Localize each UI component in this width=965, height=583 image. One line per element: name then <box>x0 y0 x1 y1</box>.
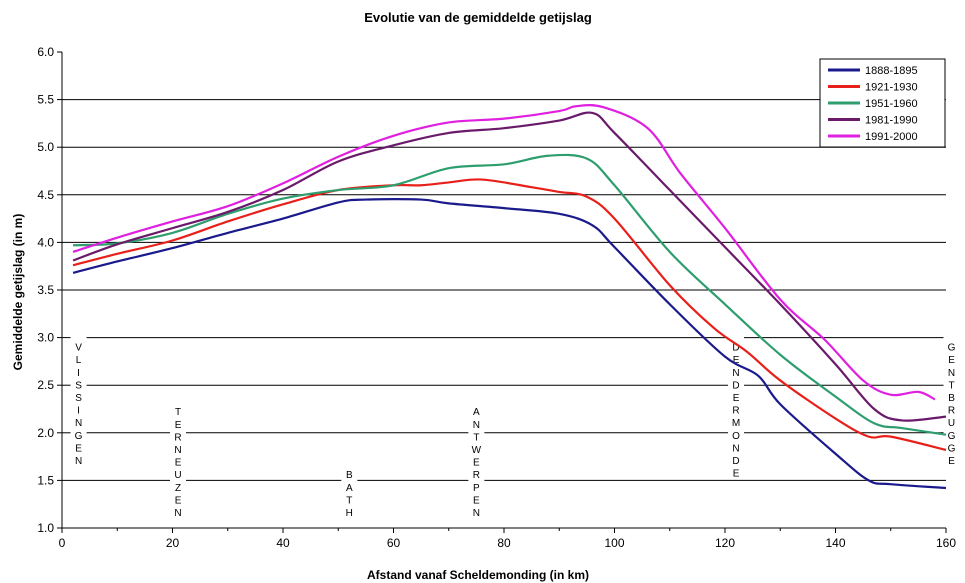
station-letter: G <box>948 443 956 454</box>
station-letter: R <box>948 406 955 417</box>
station-letter: E <box>75 443 82 454</box>
station-letter: N <box>473 420 480 431</box>
station-letter: E <box>473 495 480 506</box>
legend-entry: 1921-1930 <box>865 82 918 94</box>
station-letter: E <box>175 495 182 506</box>
legend: 1888-1895 1921-1930 1951-1960 1981-1990 1991… <box>819 58 946 148</box>
legend-entry: 1888-1895 <box>865 65 918 77</box>
x-tick-label: 160 <box>936 536 956 550</box>
y-tick-label: 5.0 <box>37 140 54 154</box>
station-letter: N <box>473 508 480 519</box>
station-letter: N <box>948 368 955 379</box>
x-tick-label: 120 <box>715 536 735 550</box>
station-letter: S <box>75 393 82 404</box>
station-letter: T <box>948 380 954 391</box>
gridlines <box>62 99 946 481</box>
station-letter: B <box>948 393 955 404</box>
station-letter: T <box>175 407 181 418</box>
station-letter: N <box>75 418 82 429</box>
y-tick-label: 2.5 <box>37 378 54 392</box>
station-letter: B <box>346 470 353 481</box>
station-letter: T <box>473 432 479 443</box>
y-tick-label: 3.0 <box>37 331 54 345</box>
station-letter: P <box>473 483 480 494</box>
station-letter: D <box>732 456 739 467</box>
station-letter: D <box>732 380 739 391</box>
x-tick-label: 140 <box>825 536 845 550</box>
x-tick-label: 20 <box>166 536 180 550</box>
legend-entry: 1991-2000 <box>865 131 918 143</box>
station-letter: M <box>732 418 740 429</box>
station-letter: E <box>175 458 182 469</box>
series-line-1991-2000 <box>72 104 936 401</box>
station-letter: T <box>346 495 352 506</box>
station-letter: R <box>174 432 181 443</box>
station-letter: E <box>175 420 182 431</box>
y-tick-label: 1.5 <box>37 473 54 487</box>
station-letter: N <box>174 508 181 519</box>
station-letter: G <box>948 343 956 354</box>
station-letter: N <box>732 368 739 379</box>
station-letter: R <box>732 406 739 417</box>
station-letter: D <box>732 343 739 354</box>
x-tick-label: 100 <box>604 536 624 550</box>
x-tick-label: 80 <box>497 536 511 550</box>
series-line-1951-1960 <box>73 153 947 436</box>
x-tick-label: 40 <box>276 536 290 550</box>
station-letter: A <box>473 407 480 418</box>
x-tick-label: 0 <box>59 536 66 550</box>
x-tick-label: 60 <box>387 536 401 550</box>
station-letter: N <box>75 456 82 467</box>
station-letter: G <box>75 431 83 442</box>
station-letter: W <box>472 445 482 456</box>
series-line-1921-1930 <box>72 178 947 452</box>
station-letter: E <box>733 393 740 404</box>
y-tick-label: 6.0 <box>37 45 54 59</box>
y-tick-label: 3.5 <box>37 283 54 297</box>
station-letter: L <box>76 355 82 366</box>
station-letter: N <box>174 445 181 456</box>
station-letter: E <box>733 469 740 480</box>
station-letter: N <box>732 443 739 454</box>
station-letter: E <box>948 355 955 366</box>
station-letter: Z <box>175 483 181 494</box>
station-letter: E <box>473 458 480 469</box>
y-tick-label: 1.0 <box>37 521 54 535</box>
station-letter: E <box>733 355 740 366</box>
y-tick-label: 2.0 <box>37 426 54 440</box>
x-axis-label: Afstand vanaf Scheldemonding (in km) <box>367 568 589 582</box>
station-letter: O <box>732 431 740 442</box>
station-letter: U <box>948 418 955 429</box>
station-letter: A <box>346 483 353 494</box>
station-letter: V <box>75 343 82 354</box>
station-letter: E <box>948 456 955 467</box>
station-letter: U <box>174 470 181 481</box>
legend-entry: 1981-1990 <box>865 115 918 127</box>
series-line-1888-1895 <box>72 198 947 490</box>
legend-entry: 1951-1960 <box>865 98 918 110</box>
station-labels: VLISSINGENTERNEUZENBATHANTWERPENDENDERMO… <box>75 343 956 519</box>
y-axis-label: Gemiddelde getijslag (in m) <box>11 214 25 371</box>
series-line-1981-1990 <box>72 111 947 422</box>
station-letter: I <box>77 368 80 379</box>
station-letter: I <box>77 406 80 417</box>
station-letter: H <box>346 508 353 519</box>
y-tick-label: 4.5 <box>37 188 54 202</box>
station-letter: G <box>948 431 956 442</box>
station-letter: R <box>473 470 480 481</box>
station-letter: S <box>75 380 82 391</box>
axes: 1.0 1.5 2.0 2.5 3.0 3.5 4.0 4.5 5.0 5.5 6.0 0 20 40 60… <box>37 45 956 550</box>
chart-title: Evolutie van de gemiddelde getijslag <box>364 10 592 25</box>
y-tick-label: 5.5 <box>37 93 54 107</box>
data-series <box>72 104 947 490</box>
y-tick-label: 4.0 <box>37 235 54 249</box>
